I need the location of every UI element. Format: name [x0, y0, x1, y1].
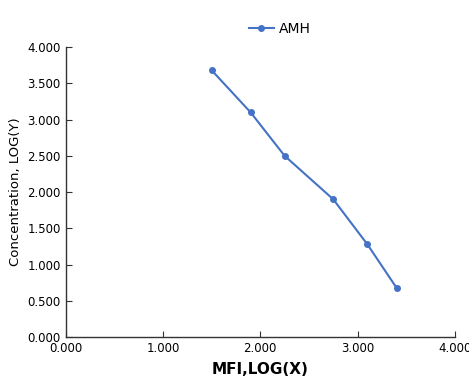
AMH	[248, 110, 253, 115]
AMH	[364, 242, 370, 247]
Line: AMH: AMH	[209, 67, 399, 290]
X-axis label: MFI,LOG(X): MFI,LOG(X)	[212, 362, 309, 377]
AMH	[393, 285, 399, 290]
AMH	[331, 197, 336, 202]
AMH	[282, 154, 287, 158]
Legend: AMH: AMH	[243, 16, 317, 42]
AMH	[209, 68, 214, 73]
Y-axis label: Concentration, LOG(Y): Concentration, LOG(Y)	[9, 118, 22, 267]
